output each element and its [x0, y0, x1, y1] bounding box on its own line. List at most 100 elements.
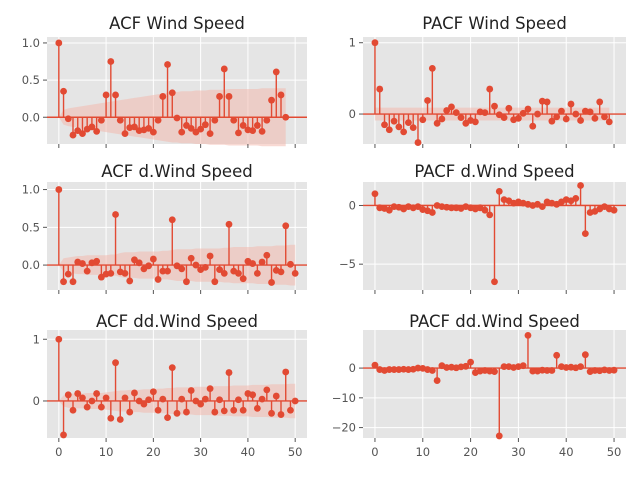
stem-marker: [183, 278, 190, 286]
stem-marker: [60, 278, 67, 286]
y-tick-label: 0: [349, 361, 356, 375]
stem-marker: [263, 386, 271, 394]
stem-marker: [577, 363, 584, 370]
stem-marker: [116, 116, 124, 124]
stem-marker: [107, 414, 115, 422]
stem-marker: [543, 367, 551, 374]
stem-marker: [225, 369, 233, 376]
stem-marker: [60, 431, 67, 439]
stem-marker: [211, 408, 219, 416]
stem-marker: [88, 123, 96, 131]
stem-marker: [263, 116, 271, 124]
stem-marker: [291, 269, 299, 277]
stem-marker: [60, 87, 67, 95]
y-tick-label: −10: [332, 391, 356, 405]
stem-marker: [187, 254, 195, 262]
stem-marker: [178, 395, 186, 403]
x-tick-label: 40: [559, 445, 574, 459]
stem-marker: [154, 116, 162, 124]
plot-area: [363, 37, 626, 144]
stem-marker: [371, 190, 379, 198]
stem-marker: [107, 269, 115, 277]
panel-title: ACF dd.Wind Speed: [96, 312, 258, 331]
stem-marker: [467, 358, 474, 366]
stem-marker: [553, 113, 561, 121]
stem-marker: [64, 270, 72, 278]
stem-marker: [486, 211, 494, 219]
stem-marker: [428, 64, 436, 72]
stem-marker: [64, 391, 72, 399]
stem-marker: [112, 91, 119, 99]
stem-marker: [481, 206, 489, 214]
stem-marker: [97, 403, 105, 411]
stem-marker: [376, 85, 384, 93]
stem-marker: [495, 432, 503, 440]
stem-marker: [491, 102, 498, 110]
stem-marker: [424, 97, 431, 104]
stem-marker: [272, 392, 280, 400]
stem-marker: [268, 96, 275, 104]
stem-marker: [534, 110, 541, 118]
stem-marker: [131, 123, 138, 131]
y-tick-label: 0.0: [22, 258, 40, 272]
stem-marker: [443, 107, 451, 114]
panel-title: ACF d.Wind Speed: [101, 162, 252, 181]
x-tick-label: 30: [511, 445, 526, 459]
stem-marker: [414, 139, 422, 146]
stem-marker: [268, 279, 275, 286]
stem-marker: [168, 364, 176, 372]
stem-marker: [282, 113, 290, 121]
y-tick-label: 0.5: [22, 73, 40, 87]
stem-marker: [197, 400, 205, 408]
stem-marker: [69, 406, 77, 414]
stem-marker: [258, 258, 266, 266]
stem-marker: [519, 362, 527, 370]
stem-marker: [55, 39, 63, 47]
stem-marker: [272, 68, 280, 76]
panel-acf-wind-speed: ACF Wind Speed 1.0 0.5 0.0: [22, 14, 307, 148]
stem-marker: [201, 121, 209, 129]
stem-marker: [591, 114, 599, 122]
stem-marker: [168, 216, 176, 224]
stem-marker: [601, 113, 608, 121]
stem-marker: [55, 335, 63, 343]
stem-marker: [83, 267, 91, 275]
stem-marker: [371, 39, 379, 47]
x-tick-label: 20: [463, 445, 478, 459]
stem-marker: [548, 117, 556, 125]
panel-title: PACF Wind Speed: [422, 14, 567, 33]
stem-marker: [277, 268, 285, 276]
stem-marker: [538, 203, 546, 211]
stem-marker: [178, 265, 186, 273]
stem-marker: [164, 61, 171, 68]
stem-marker: [529, 367, 537, 375]
stem-marker: [448, 204, 455, 212]
stem-marker: [69, 278, 77, 286]
stem-marker: [211, 278, 219, 286]
stem-marker: [371, 361, 379, 369]
y-tick-label: 0.5: [22, 220, 40, 234]
stem-marker: [471, 118, 479, 126]
stem-marker: [55, 186, 63, 193]
stem-marker: [173, 114, 181, 122]
stem-marker: [428, 209, 436, 216]
stem-marker: [287, 260, 294, 268]
stem-marker: [159, 395, 167, 403]
stem-marker: [491, 368, 498, 376]
stem-marker: [159, 267, 167, 275]
stem-marker: [390, 366, 398, 373]
panel-pacf-dd-wind-speed: PACF dd.Wind Speed 0 −10 −20 0 10 20 30 40 50: [332, 312, 626, 459]
x-tick-label: 0: [371, 445, 378, 459]
y-tick-label: 1.0: [22, 183, 40, 197]
stem-marker: [486, 85, 494, 93]
stem-marker: [577, 182, 584, 189]
stem-marker: [116, 416, 124, 423]
stem-marker: [201, 263, 209, 271]
stem-marker: [235, 269, 242, 277]
stem-marker: [149, 128, 157, 136]
x-tick-label: 10: [99, 445, 114, 459]
stem-marker: [230, 406, 238, 414]
x-tick-label: 50: [607, 445, 622, 459]
plot-area: [47, 330, 307, 438]
